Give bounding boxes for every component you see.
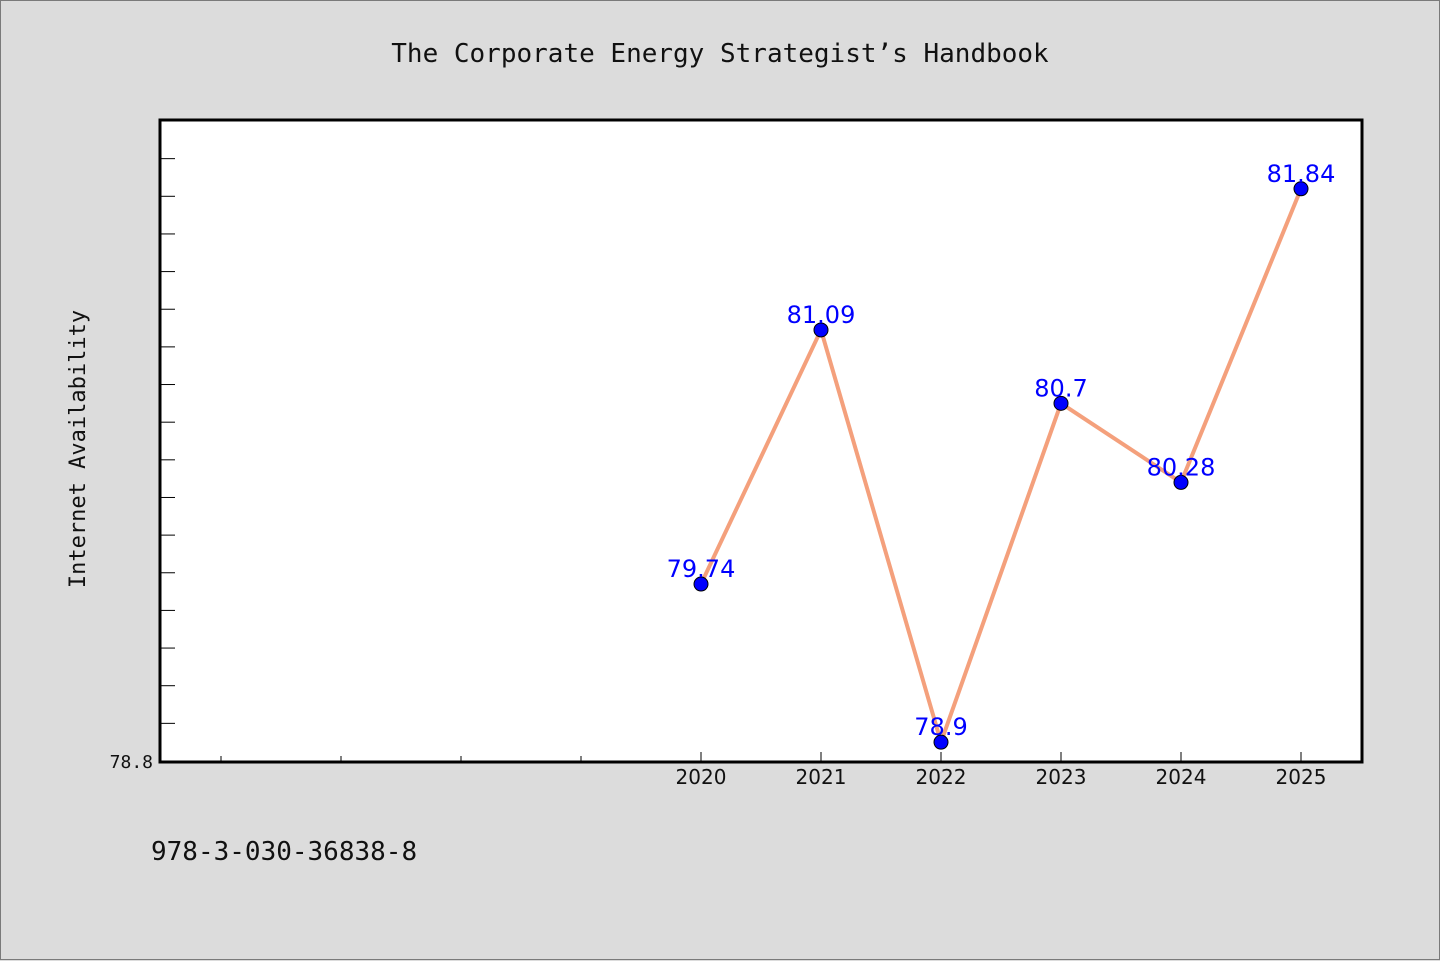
x-tick-label: 2020 [676, 765, 727, 789]
x-tick-label: 2022 [916, 765, 967, 789]
data-label: 81.09 [787, 301, 856, 329]
data-point [813, 322, 829, 338]
data-point [1293, 181, 1309, 197]
chart-title: The Corporate Energy Strategist’s Handbo… [391, 39, 1049, 69]
x-tick-label: 2025 [1276, 765, 1327, 789]
y-minor-ticks [161, 120, 175, 724]
series-internet-availability: 79.74 81.09 78.9 80.7 80.28 81.84 [667, 160, 1336, 750]
data-label: 79.74 [667, 555, 736, 583]
data-label: 78.9 [914, 713, 967, 741]
series-line [699, 186, 1303, 745]
x-tick-label: 2023 [1036, 765, 1087, 789]
data-point [1053, 395, 1069, 411]
x-axis-ticks: 2020 2021 2022 2023 2024 2025 [220, 752, 1327, 789]
data-label: 80.7 [1034, 374, 1087, 402]
x-tick-label: 2021 [796, 765, 847, 789]
data-label: 81.84 [1267, 160, 1336, 188]
y-axis-label: Internet Availability [66, 310, 91, 588]
data-point [693, 576, 709, 592]
plot-area [158, 118, 1364, 764]
data-point [933, 734, 949, 750]
data-point [1173, 474, 1189, 490]
data-label: 80.28 [1147, 453, 1216, 481]
y-tick-label-min: 78.8 [110, 752, 153, 773]
x-tick-label: 2024 [1156, 765, 1207, 789]
isbn-text: 978-3-030-36838-8 [151, 837, 418, 867]
